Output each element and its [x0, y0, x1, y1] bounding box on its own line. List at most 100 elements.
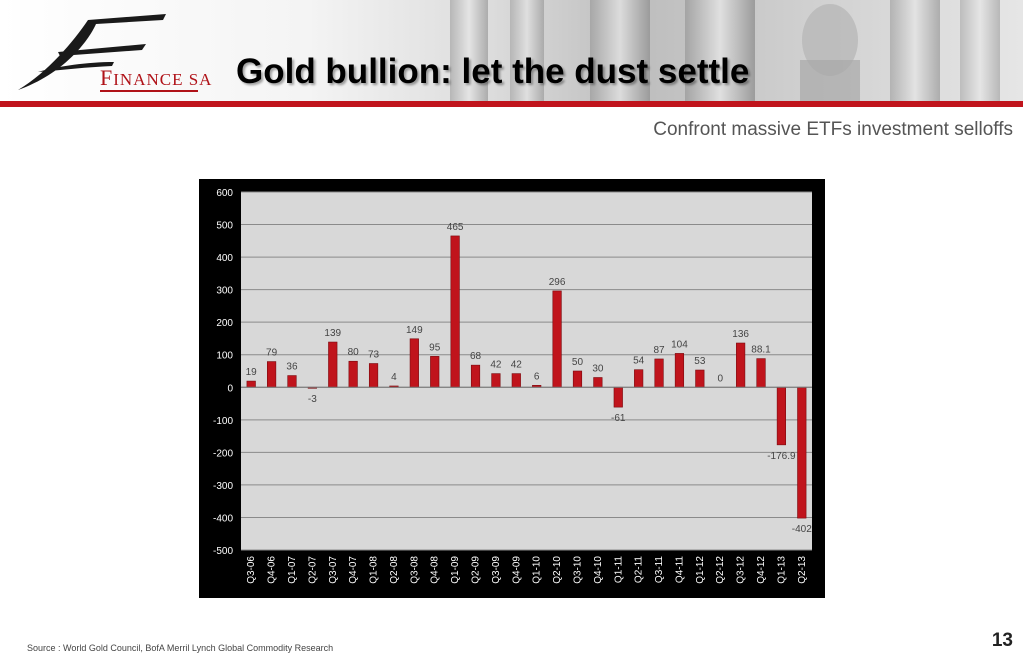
data-label: 73 — [368, 350, 380, 361]
data-label: 136 — [732, 329, 749, 340]
bar — [348, 360, 358, 388]
bar — [695, 369, 705, 388]
page-number: 13 — [991, 630, 1013, 651]
y-tick-label: -300 — [213, 481, 233, 492]
x-tick-label: Q3-07 — [328, 556, 339, 584]
data-label: 95 — [429, 342, 441, 353]
data-label: 50 — [572, 357, 584, 368]
y-tick-label: 600 — [216, 188, 233, 199]
bar — [511, 373, 521, 388]
data-label: 4 — [391, 372, 397, 383]
logo-wordmark: FINANCE SA — [100, 65, 213, 90]
bar — [430, 356, 440, 388]
x-tick-label: Q4-11 — [674, 556, 685, 583]
data-label: 87 — [653, 345, 665, 356]
data-label: 0 — [717, 373, 723, 384]
data-label: -3 — [308, 394, 317, 405]
etf-flows-chart: 600 500 400 300 200 100 0 -100 -200 -300 -400 -500 1… — [199, 179, 825, 598]
data-label: 54 — [633, 356, 645, 367]
bar — [797, 386, 807, 519]
x-tick-label: Q2-12 — [715, 556, 726, 584]
bar — [552, 290, 562, 388]
y-tick-label: 400 — [216, 253, 233, 264]
finance-sa-logo — [18, 12, 208, 98]
bar — [328, 341, 338, 388]
data-label: -402 — [792, 524, 812, 535]
bar — [634, 369, 644, 388]
bar — [593, 377, 603, 388]
y-tick-label: -500 — [213, 546, 233, 557]
x-tick-label: Q1-07 — [287, 556, 298, 584]
data-label: 42 — [511, 360, 523, 371]
x-tick-label: Q4-10 — [593, 556, 604, 584]
y-tick-label: -200 — [213, 448, 233, 459]
x-tick-label: Q4-09 — [511, 556, 522, 584]
x-tick-label: Q3-10 — [572, 556, 583, 584]
bar — [267, 361, 277, 388]
x-tick-label: Q2-11 — [634, 556, 645, 583]
x-tick-label: Q1-11 — [613, 556, 624, 583]
bar — [409, 338, 419, 388]
building-columns-image — [450, 0, 1000, 101]
data-label: 88.1 — [751, 345, 771, 356]
y-tick-label: -100 — [213, 416, 233, 427]
y-tick-label: -400 — [213, 513, 233, 524]
bar — [674, 353, 685, 388]
y-tick-label: 300 — [216, 286, 233, 297]
bar — [287, 375, 297, 388]
x-tick-label: Q4-12 — [756, 556, 767, 584]
x-tick-label: Q2-07 — [307, 556, 318, 584]
bar — [491, 373, 501, 388]
data-label: 6 — [534, 371, 540, 382]
x-tick-label: Q1-10 — [532, 556, 543, 584]
x-tick-label: Q3-06 — [246, 556, 257, 584]
header-red-rule — [0, 101, 1023, 107]
data-label: 139 — [324, 328, 341, 339]
data-label: 42 — [490, 360, 502, 371]
data-label: 296 — [549, 277, 566, 288]
source-note: Source : World Gold Council, BofA Merril… — [27, 643, 334, 653]
x-tick-label: Q2-10 — [552, 556, 563, 584]
data-label: -176.9 — [767, 451, 796, 462]
x-tick-label: Q3-12 — [736, 556, 747, 584]
bar-chart-svg: 6005004003002001000-100-200-300-400-5001… — [213, 188, 812, 584]
bar — [756, 358, 766, 388]
data-label: 149 — [406, 325, 423, 336]
bar — [470, 364, 481, 388]
data-label: -61 — [611, 413, 626, 424]
x-tick-label: Q1-09 — [450, 556, 461, 584]
logo-underline — [100, 90, 198, 92]
x-tick-label: Q2-13 — [797, 556, 808, 584]
bar — [572, 370, 583, 388]
x-tick-label: Q1-13 — [776, 556, 787, 584]
data-label: 36 — [286, 362, 298, 373]
y-tick-label: 100 — [216, 351, 233, 362]
x-tick-label: Q4-07 — [348, 556, 359, 584]
x-tick-label: Q4-08 — [430, 556, 441, 584]
x-tick-label: Q4-06 — [267, 556, 278, 584]
x-tick-label: Q2-08 — [389, 556, 400, 584]
data-label: 68 — [470, 351, 482, 362]
data-label: 19 — [246, 367, 258, 378]
x-tick-label: Q1-12 — [695, 556, 706, 584]
y-tick-label: 0 — [227, 383, 233, 394]
bar — [613, 386, 623, 408]
data-label: 465 — [447, 222, 464, 233]
bar — [776, 386, 786, 446]
x-tick-label: Q2-09 — [471, 556, 482, 584]
data-label: 53 — [694, 356, 706, 367]
x-tick-label: Q3-09 — [491, 556, 502, 584]
bar — [736, 342, 746, 388]
logo-swoosh-icon — [18, 14, 166, 90]
data-label: 30 — [592, 364, 604, 375]
header-banner: FINANCE SA Gold bullion: let the dust se… — [0, 0, 1023, 101]
bar — [654, 358, 664, 388]
bar — [368, 363, 379, 388]
y-tick-label: 200 — [216, 318, 233, 329]
data-label: 104 — [671, 339, 688, 350]
data-label: 80 — [348, 347, 360, 358]
page-title: Gold bullion: let the dust settle — [236, 52, 750, 91]
data-label: 79 — [266, 348, 278, 359]
x-tick-label: Q1-08 — [369, 556, 380, 584]
bar — [450, 235, 460, 388]
